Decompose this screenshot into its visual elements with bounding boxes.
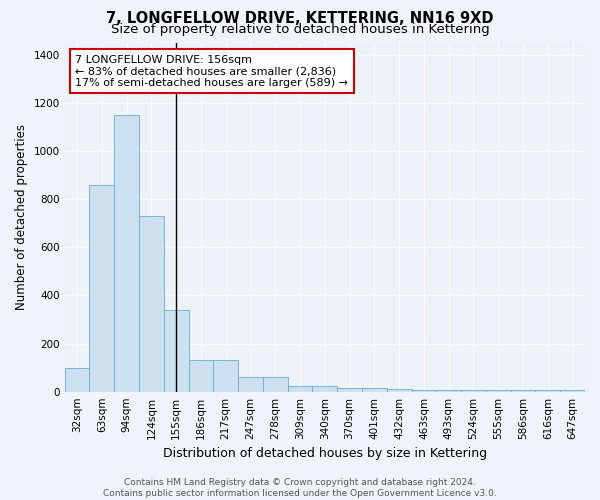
Bar [313,386,337,392]
Bar [65,368,89,392]
Bar [535,390,560,392]
Bar [560,390,585,392]
Bar [461,390,486,392]
Bar [436,390,461,392]
Bar [263,377,287,392]
Text: Contains HM Land Registry data © Crown copyright and database right 2024.
Contai: Contains HM Land Registry data © Crown c… [103,478,497,498]
Bar [362,388,387,392]
Bar [188,360,214,392]
Bar [89,184,114,392]
Bar [412,390,436,392]
Bar [214,360,238,392]
Text: 7 LONGFELLOW DRIVE: 156sqm
← 83% of detached houses are smaller (2,836)
17% of s: 7 LONGFELLOW DRIVE: 156sqm ← 83% of deta… [75,54,348,88]
Bar [164,310,188,392]
Bar [238,377,263,392]
Bar [387,390,412,392]
Text: 7, LONGFELLOW DRIVE, KETTERING, NN16 9XD: 7, LONGFELLOW DRIVE, KETTERING, NN16 9XD [106,11,494,26]
Bar [486,390,511,392]
Bar [139,216,164,392]
Text: Size of property relative to detached houses in Kettering: Size of property relative to detached ho… [110,22,490,36]
Y-axis label: Number of detached properties: Number of detached properties [15,124,28,310]
Bar [337,388,362,392]
Bar [287,386,313,392]
Bar [511,390,535,392]
Bar [114,114,139,392]
X-axis label: Distribution of detached houses by size in Kettering: Distribution of detached houses by size … [163,447,487,460]
